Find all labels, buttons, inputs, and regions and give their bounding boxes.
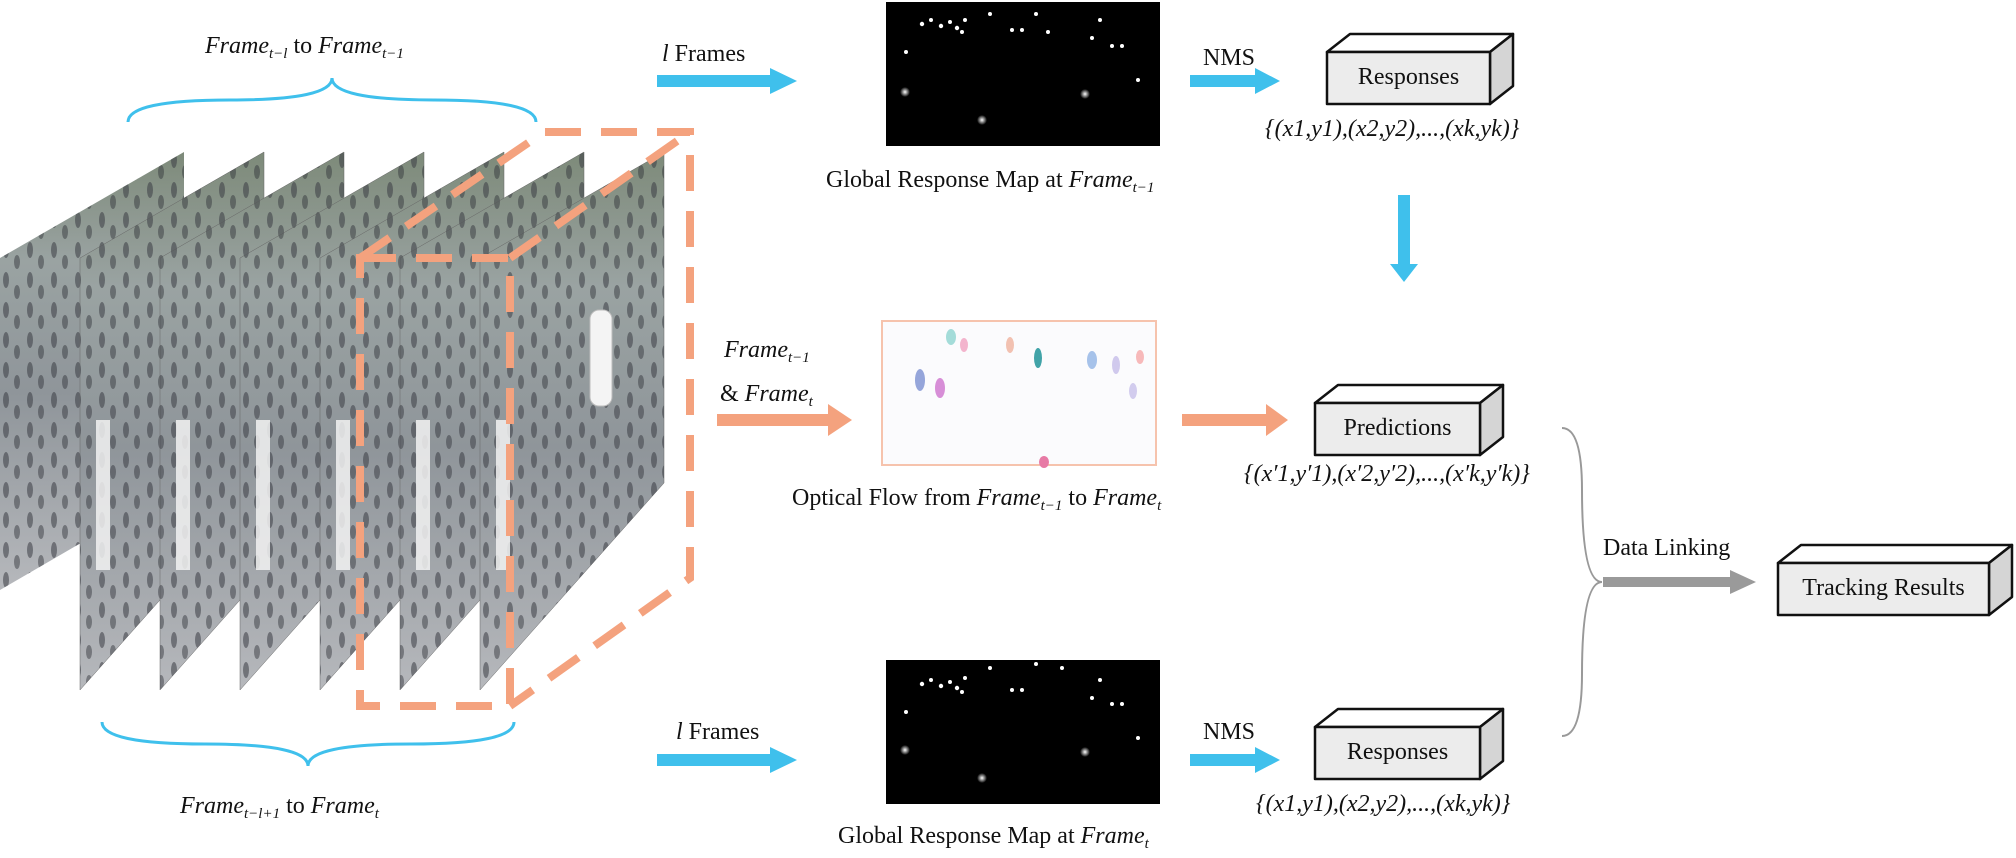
responses-bottom-box [1313,707,1505,781]
video-frame-stack [0,151,665,691]
caption-optical-flow: Optical Flow from Framet−1 to Framet [792,485,1162,514]
response-map-top [886,2,1160,146]
video-frame-light [416,420,430,570]
responses-top-coordinates: {(x1,y1),(x2,y2),...,(xk,yk)} [1265,116,1520,142]
orange-arrows [717,404,1288,436]
arrow-nms-bottom [1190,747,1280,773]
video-frame-light [496,420,510,570]
response-map-bottom [886,660,1160,804]
blue-arrows [657,68,1418,773]
responses-bottom-coordinates: {(x1,y1),(x2,y2),...,(xk,yk)} [1256,791,1511,817]
video-frame [480,152,664,690]
label-l-frames-top: l Frames [662,41,746,67]
video-frame-light [96,420,110,570]
arrow-l-frames-bottom [657,747,797,773]
label-l-frames-bottom: l Frames [676,719,760,745]
arrow-frames-to-flow [717,404,852,436]
arrow-data-linking [1603,570,1756,594]
label-frames-top-range: Framet−l to Framet−1 [205,33,404,62]
predictions-box [1313,383,1505,457]
label-nms-bottom: NMS [1203,719,1256,745]
label-data-linking: Data Linking [1603,535,1731,561]
car [589,309,613,407]
label-flow-input-2: & Framet [720,381,813,410]
arrow-responses-down [1390,195,1418,282]
predictions-label: Predictions [1343,415,1452,441]
tracking-results-label: Tracking Results [1802,575,1965,601]
caption-global-map-top: Global Response Map at Framet−1 [826,167,1155,196]
arrow-l-frames-top [657,68,797,94]
label-frames-bottom-range: Framet−l+1 to Framet [180,793,379,822]
responses-top-box [1325,32,1515,106]
video-frame-light [256,420,270,570]
linking-brace [1561,427,1603,737]
responses-bottom-label: Responses [1346,739,1449,765]
caption-global-map-bottom: Global Response Map at Framet [838,823,1149,852]
optical-flow-map [881,320,1157,468]
video-frame-light [336,420,350,570]
responses-top-label: Responses [1357,64,1460,90]
temporal-window-box [356,128,694,710]
arrow-flow-to-predictions [1182,404,1288,436]
tracking-results-box [1776,543,2014,617]
bottom-brace [100,721,516,767]
video-frame-light [176,420,190,570]
arrow-nms-top [1190,68,1280,94]
predictions-coordinates: {(x′1,y′1),(x′2,y′2),...,(x′k,y′k)} [1244,461,1530,487]
label-nms-top: NMS [1203,45,1256,71]
top-brace [126,77,538,123]
label-flow-input-1: Framet−1 [724,337,810,366]
